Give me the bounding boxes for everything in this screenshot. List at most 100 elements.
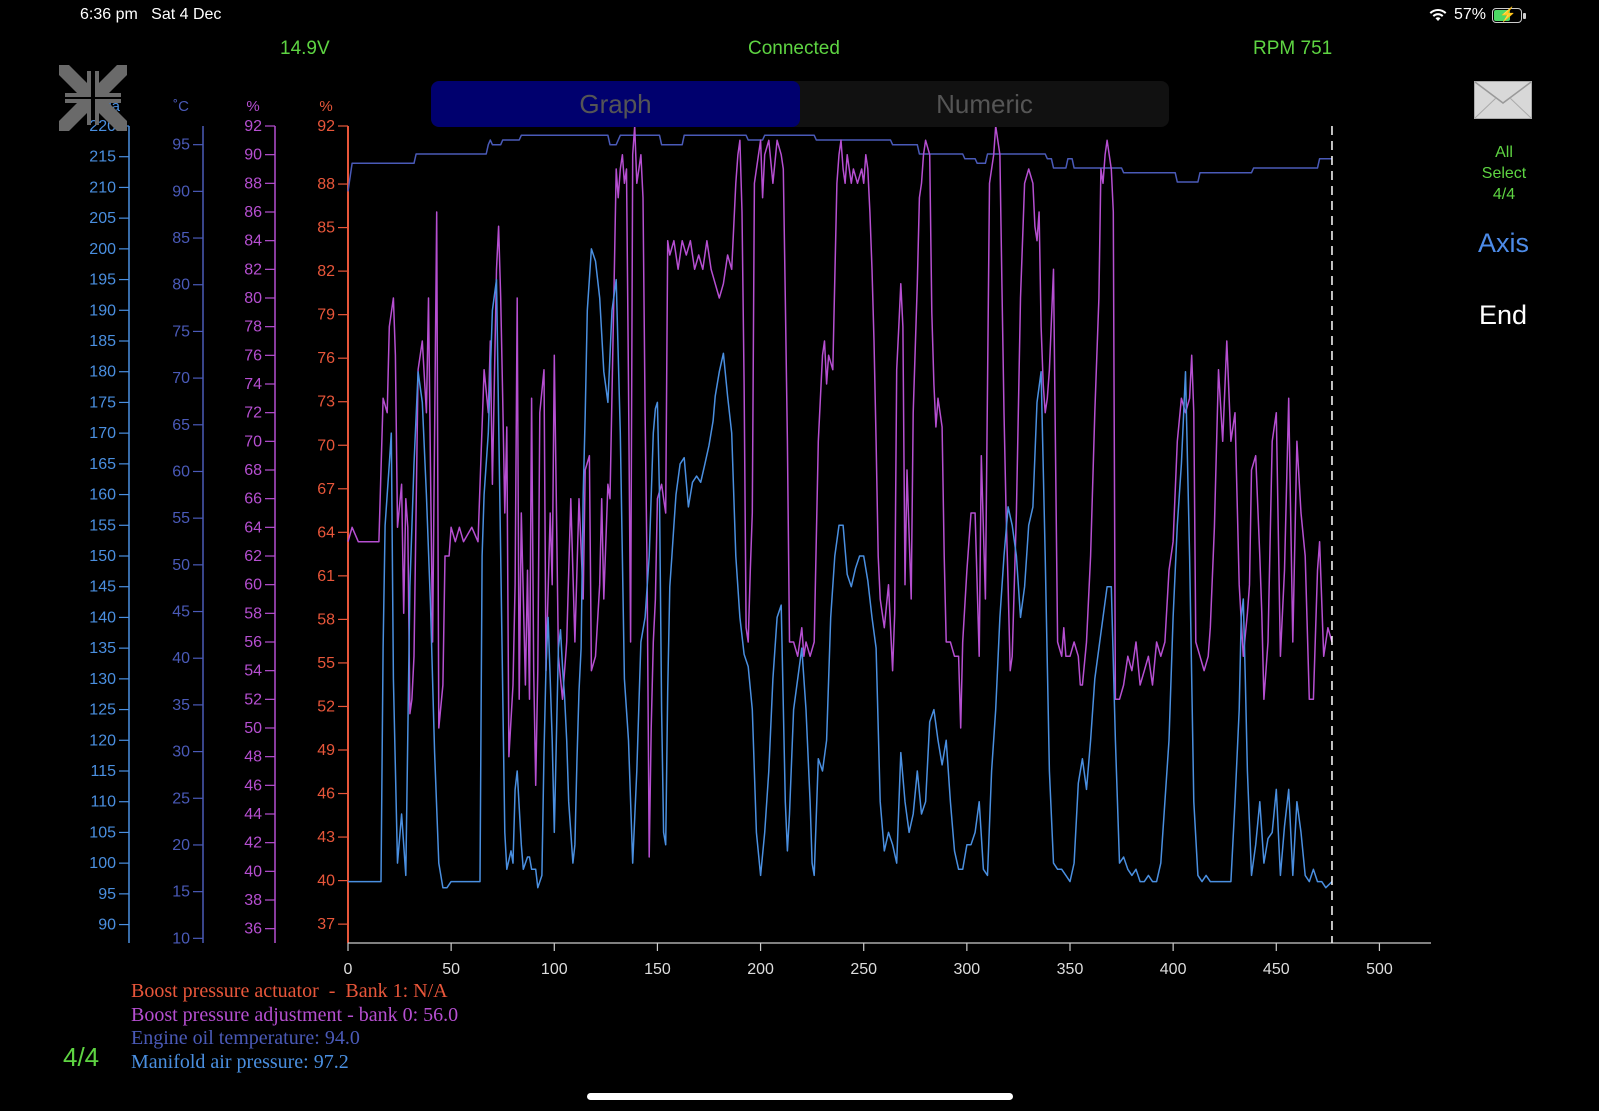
y-tick-label: 92 xyxy=(317,118,335,135)
y-tick-label: 205 xyxy=(89,210,116,227)
y-tick-label: 110 xyxy=(90,794,116,811)
y-tick-label: 46 xyxy=(244,777,262,794)
y-tick-label: 180 xyxy=(89,364,116,381)
legend-item-actuator[interactable]: Boost pressure actuator - Bank 1: N/A xyxy=(131,980,448,1002)
y-tick-label: 10 xyxy=(172,930,190,947)
y-tick-label: 135 xyxy=(89,640,116,657)
y-tick-label: 90 xyxy=(244,147,262,164)
y-tick-label: 210 xyxy=(89,179,116,196)
y-tick-label: 120 xyxy=(89,732,116,749)
y-tick-label: 125 xyxy=(89,702,116,719)
axis-button[interactable]: Axis xyxy=(1478,228,1530,258)
y-tick-label: 155 xyxy=(89,517,116,534)
collapse-icon[interactable] xyxy=(57,63,129,133)
y-tick-label: 88 xyxy=(244,175,262,192)
y-axis-unit: ˚C xyxy=(173,98,189,115)
status-time: 6:36 pm Sat 4 Dec xyxy=(80,6,222,23)
y-tick-label: 52 xyxy=(317,698,335,715)
y-tick-label: 80 xyxy=(244,290,262,307)
y-tick-label: 195 xyxy=(89,272,116,289)
mail-icon[interactable] xyxy=(1474,81,1532,119)
y-tick-label: 79 xyxy=(317,307,335,324)
y-tick-label: 130 xyxy=(89,671,116,688)
y-tick-label: 50 xyxy=(244,720,262,737)
y-tick-label: 64 xyxy=(317,524,335,541)
y-tick-label: 170 xyxy=(89,425,116,442)
legend-item-map[interactable]: Manifold air pressure: 97.2 xyxy=(131,1050,349,1073)
y-tick-label: 50 xyxy=(172,557,190,574)
end-button[interactable]: End xyxy=(1479,300,1528,330)
y-tick-label: 46 xyxy=(317,786,335,803)
y-tick-label: 44 xyxy=(244,806,262,823)
y-tick-label: 85 xyxy=(172,230,190,247)
y-tick-label: 15 xyxy=(172,884,190,901)
y-tick-label: 48 xyxy=(244,749,262,766)
y-tick-label: 40 xyxy=(172,650,190,667)
tab-graph[interactable]: Graph xyxy=(431,81,800,127)
y-tick-label: 88 xyxy=(317,176,335,193)
y-tick-label: 55 xyxy=(172,510,190,527)
y-tick-label: 140 xyxy=(89,609,116,626)
x-tick-label: 300 xyxy=(954,961,981,978)
y-tick-label: 86 xyxy=(244,204,262,221)
battery-percent: 57% xyxy=(1453,6,1486,23)
legend: Boost pressure actuator - Bank 1: N/A Bo… xyxy=(131,980,458,1074)
y-tick-label: 61 xyxy=(317,568,335,585)
x-tick-label: 450 xyxy=(1263,961,1290,978)
y-tick-label: 84 xyxy=(244,233,262,250)
y-tick-label: 40 xyxy=(317,873,335,890)
view-segmented-control: Graph Numeric xyxy=(431,81,1169,127)
battery-icon: ⚡ xyxy=(1492,6,1526,23)
y-tick-label: 95 xyxy=(98,886,116,903)
rpm-readout: RPM 751 xyxy=(1253,38,1333,59)
tab-numeric[interactable]: Numeric xyxy=(936,88,1033,119)
y-tick-label: 82 xyxy=(317,263,335,280)
y-tick-label: 115 xyxy=(90,763,116,780)
y-tick-label: 80 xyxy=(172,277,190,294)
y-tick-label: 72 xyxy=(244,405,262,422)
x-tick-label: 0 xyxy=(344,961,353,978)
x-tick-label: 100 xyxy=(541,961,568,978)
y-tick-label: 58 xyxy=(244,605,262,622)
y-tick-label: 70 xyxy=(244,433,262,450)
y-tick-label: 76 xyxy=(317,350,335,367)
y-tick-label: 150 xyxy=(89,548,116,565)
x-tick-label: 400 xyxy=(1160,961,1187,978)
y-tick-label: 45 xyxy=(172,604,190,621)
y-tick-label: 58 xyxy=(317,611,335,628)
x-tick-label: 350 xyxy=(1057,961,1084,978)
y-tick-label: 85 xyxy=(317,220,335,237)
legend-item-adjustment[interactable]: Boost pressure adjustment - bank 0: 56.0 xyxy=(131,1003,459,1026)
all-select-button[interactable]: All Select 4/4 xyxy=(1481,144,1527,203)
status-indicators: 57% ⚡ xyxy=(1428,6,1526,24)
connection-status: Connected xyxy=(748,38,840,59)
y-tick-label: 76 xyxy=(244,347,262,364)
y-tick-label: 90 xyxy=(172,183,190,200)
series-line xyxy=(347,134,1332,192)
y-tick-label: 20 xyxy=(172,837,190,854)
y-tick-label: 55 xyxy=(317,655,335,672)
y-tick-label: 56 xyxy=(244,634,262,651)
y-tick-label: 190 xyxy=(89,302,116,319)
legend-item-oil-temp[interactable]: Engine oil temperature: 94.0 xyxy=(131,1027,360,1049)
y-tick-label: 49 xyxy=(317,742,335,759)
y-tick-label: 65 xyxy=(172,417,190,434)
y-tick-label: 42 xyxy=(244,835,262,852)
y-tick-label: 30 xyxy=(172,744,190,761)
y-tick-label: 92 xyxy=(244,118,262,135)
y-tick-label: 200 xyxy=(89,241,116,258)
y-tick-label: 70 xyxy=(317,437,335,454)
x-tick-label: 50 xyxy=(442,961,460,978)
y-axis-unit: % xyxy=(319,98,332,115)
y-tick-label: 165 xyxy=(89,456,116,473)
y-tick-label: 175 xyxy=(89,394,116,411)
y-tick-label: 95 xyxy=(172,137,190,154)
x-tick-label: 150 xyxy=(644,961,671,978)
y-tick-label: 160 xyxy=(89,487,116,504)
y-tick-label: 68 xyxy=(244,462,262,479)
y-tick-label: 62 xyxy=(244,548,262,565)
series-line xyxy=(348,248,1333,889)
y-tick-label: 60 xyxy=(172,463,190,480)
y-tick-label: 185 xyxy=(89,333,116,350)
y-tick-label: 43 xyxy=(317,829,335,846)
